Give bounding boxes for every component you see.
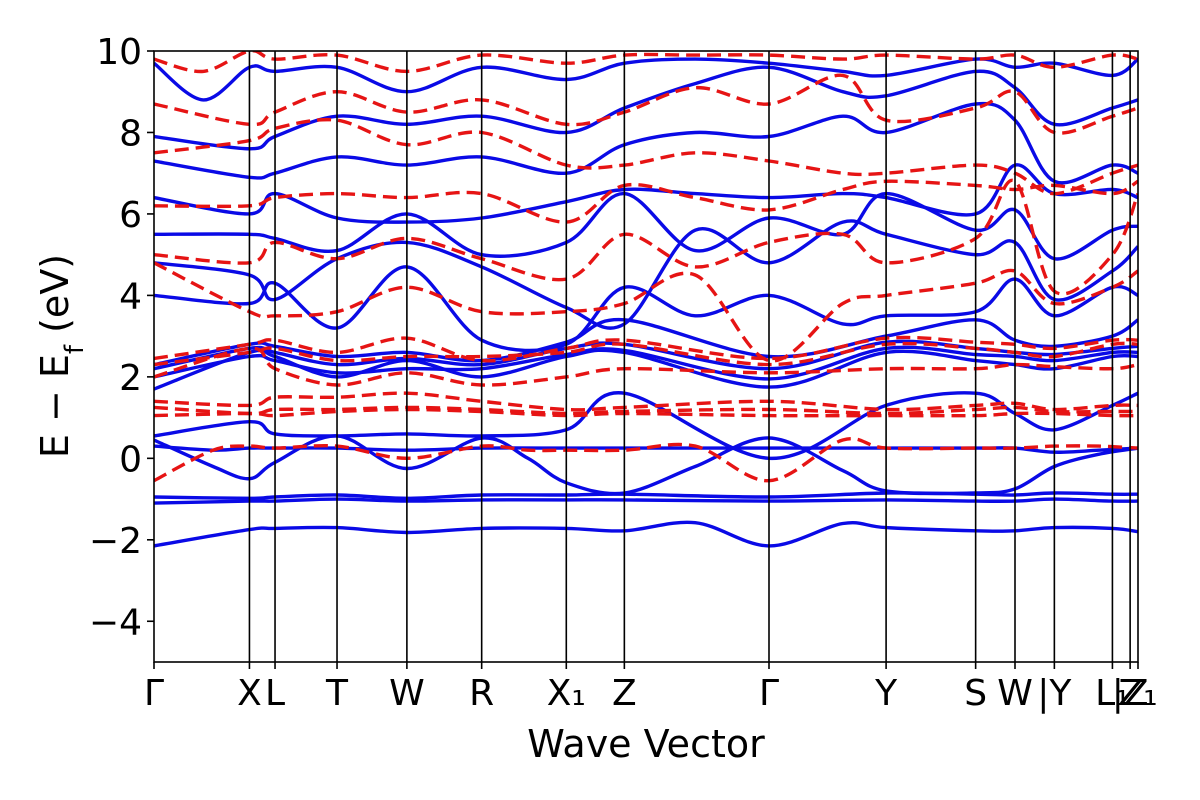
x-axis-ticks: Γ X L T W R X₁ Z Γ Y S W |Y L₁|ZZ₁ — [144, 662, 1158, 714]
x-tick-label-9: Y — [874, 673, 898, 714]
x-tick-label-15: Z₁ — [1118, 673, 1157, 714]
solid-band-line-12 — [154, 191, 1138, 261]
solid-band-line-14 — [154, 101, 1138, 185]
dashed-band-line-23 — [154, 335, 1138, 363]
dashed-band-line-24 — [154, 261, 1138, 363]
x-tick-label-0: Γ — [144, 673, 164, 714]
x-axis-label: Wave Vector — [527, 722, 765, 766]
solid-band-line-9 — [154, 318, 1138, 367]
solid-band-line-16 — [154, 57, 1138, 102]
x-tick-label-13: L₁ — [1095, 673, 1130, 714]
solid-band-line-1 — [154, 497, 1138, 505]
x-tick-label-2: L — [265, 673, 285, 714]
x-tick-label-14: |Z — [1112, 673, 1149, 714]
x-tick-label-7: Z — [612, 673, 637, 714]
y-tick-label-5: 6 — [119, 195, 142, 236]
x-tick-label-3: T — [325, 673, 349, 714]
x-tick-label-4: W — [389, 673, 425, 714]
band-lines — [154, 51, 1138, 548]
x-tick-label-12: |Y — [1037, 673, 1072, 714]
y-tick-label-7: 10 — [96, 32, 142, 73]
dashed-band-line-27 — [154, 117, 1138, 196]
y-tick-label-4: 4 — [119, 276, 142, 317]
y-tick-label-0: −4 — [89, 602, 142, 643]
solid-band-line-13 — [154, 163, 1138, 224]
solid-band-line-3 — [154, 434, 1138, 496]
y-axis-ticks: −4 −2 0 2 4 6 8 10 — [89, 32, 154, 643]
solid-band-line-7 — [154, 345, 1138, 381]
x-tick-label-1: X — [237, 673, 262, 714]
y-tick-label-2: 0 — [119, 439, 142, 480]
x-tick-label-8: Γ — [759, 673, 779, 714]
solid-band-line-2 — [154, 491, 1138, 501]
x-tick-label-11: W — [997, 673, 1033, 714]
y-tick-label-3: 2 — [119, 358, 142, 399]
x-tick-label-6: X₁ — [547, 673, 586, 714]
dashed-band-line-26 — [154, 179, 1138, 224]
dashed-band-line-25 — [154, 178, 1138, 296]
solid-band-line-15 — [154, 65, 1138, 151]
y-tick-label-6: 8 — [119, 113, 142, 154]
solid-band-line-0 — [154, 520, 1138, 548]
dashed-band-line-22 — [154, 341, 1138, 367]
x-tick-label-5: R — [469, 673, 494, 714]
plot-frame — [153, 50, 1139, 663]
kpoint-divider-lines — [248, 51, 1131, 662]
y-tick-label-1: −2 — [89, 521, 142, 562]
solid-band-line-10 — [154, 265, 1138, 353]
dashed-band-line-28 — [154, 73, 1138, 135]
x-tick-label-10: S — [964, 673, 987, 714]
solid-band-line-11 — [154, 219, 1138, 330]
y-axis-label: E − Ef (eV) — [33, 254, 90, 458]
solid-band-line-5 — [154, 391, 1138, 461]
dashed-band-line-17 — [154, 437, 1138, 483]
